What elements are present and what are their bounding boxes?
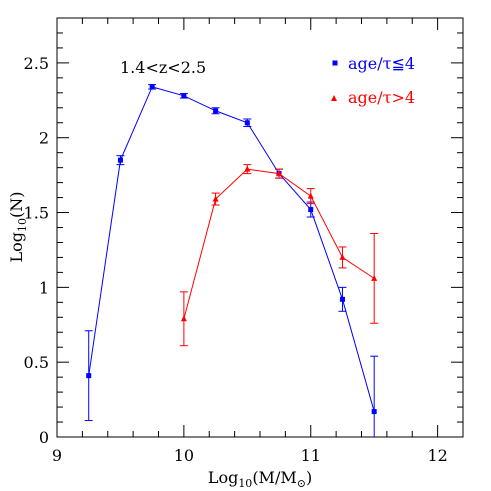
- x-axis-title: Log10(M/M⊙): [208, 468, 312, 490]
- data-point: [244, 165, 251, 172]
- data-point: [244, 120, 250, 126]
- y-tick-label: 2: [39, 129, 49, 148]
- data-point: [117, 157, 123, 163]
- data-point: [213, 108, 219, 114]
- y-tick-label: 1.5: [24, 204, 49, 223]
- data-point: [86, 373, 92, 379]
- legend-label-blue: age/τ≦4: [348, 54, 415, 73]
- data-point: [180, 315, 187, 322]
- y-tick-label: 1: [39, 278, 49, 297]
- data-point: [339, 253, 346, 260]
- data-point: [212, 195, 219, 202]
- x-tick-label: 11: [301, 446, 321, 465]
- data-point: [181, 93, 187, 99]
- series-red: [179, 164, 379, 347]
- series-line: [88, 86, 375, 412]
- y-tick-label: 0.5: [24, 353, 49, 372]
- x-tick-label: 9: [52, 446, 62, 465]
- series-line: [183, 168, 375, 319]
- x-tick-label: 10: [174, 446, 194, 465]
- plot-frame: [56, 17, 464, 438]
- tick-labels: 9 10 11 12 0 0.5 1 1.5 2 2.5: [24, 54, 448, 465]
- data-point: [339, 296, 345, 302]
- series-blue: [84, 84, 379, 437]
- y-axis-title: Log10(N): [7, 192, 29, 263]
- data-point: [149, 84, 155, 90]
- legend-marker-blue: [332, 60, 338, 66]
- legend-marker-red: [331, 95, 337, 101]
- y-tick-label: 0: [39, 428, 49, 447]
- legend-label-red: age/τ>4: [348, 88, 415, 107]
- series-layer: [84, 84, 379, 437]
- data-point: [371, 274, 378, 281]
- x-tick-label: 12: [427, 446, 447, 465]
- annotation-redshift: 1.4<z<2.5: [120, 58, 206, 77]
- data-point: [308, 207, 314, 213]
- data-point: [371, 409, 377, 415]
- y-tick-label: 2.5: [24, 54, 49, 73]
- ticks: [56, 17, 464, 438]
- data-point: [276, 170, 283, 177]
- data-point: [307, 192, 314, 199]
- legend: age/τ≦4 age/τ>4: [331, 54, 415, 107]
